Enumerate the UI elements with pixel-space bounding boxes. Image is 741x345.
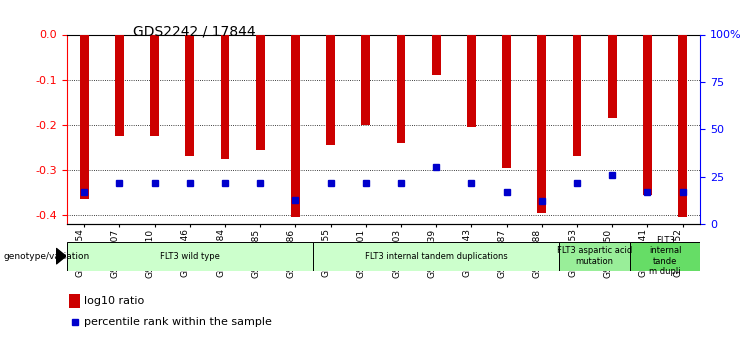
Text: FLT3 aspartic acid
mutation: FLT3 aspartic acid mutation [557,246,632,266]
Bar [115,34,124,136]
Bar [678,34,687,217]
Text: genotype/variation: genotype/variation [4,252,90,261]
Text: FLT3 wild type: FLT3 wild type [160,252,220,261]
Bar [502,34,511,168]
Bar [291,34,300,217]
Bar [185,34,194,157]
Bar [467,34,476,127]
Bar [608,34,617,118]
FancyBboxPatch shape [559,241,630,271]
Bar [573,34,582,157]
Text: GDS2242 / 17844: GDS2242 / 17844 [133,24,256,38]
FancyBboxPatch shape [630,241,700,271]
Bar [537,34,546,213]
Bar [256,34,265,150]
Bar [396,34,405,143]
Bar [80,34,89,199]
Text: log10 ratio: log10 ratio [84,296,144,306]
Polygon shape [56,248,66,264]
Bar [362,34,370,125]
Bar [150,34,159,136]
Text: FLT3
internal
tande
m dupli: FLT3 internal tande m dupli [649,236,681,276]
FancyBboxPatch shape [67,241,313,271]
Bar [69,294,80,308]
Bar [432,34,441,75]
Text: percentile rank within the sample: percentile rank within the sample [84,317,273,327]
Text: FLT3 internal tandem duplications: FLT3 internal tandem duplications [365,252,508,261]
Bar [221,34,230,159]
Bar [326,34,335,145]
Bar [643,34,652,195]
FancyBboxPatch shape [313,241,559,271]
